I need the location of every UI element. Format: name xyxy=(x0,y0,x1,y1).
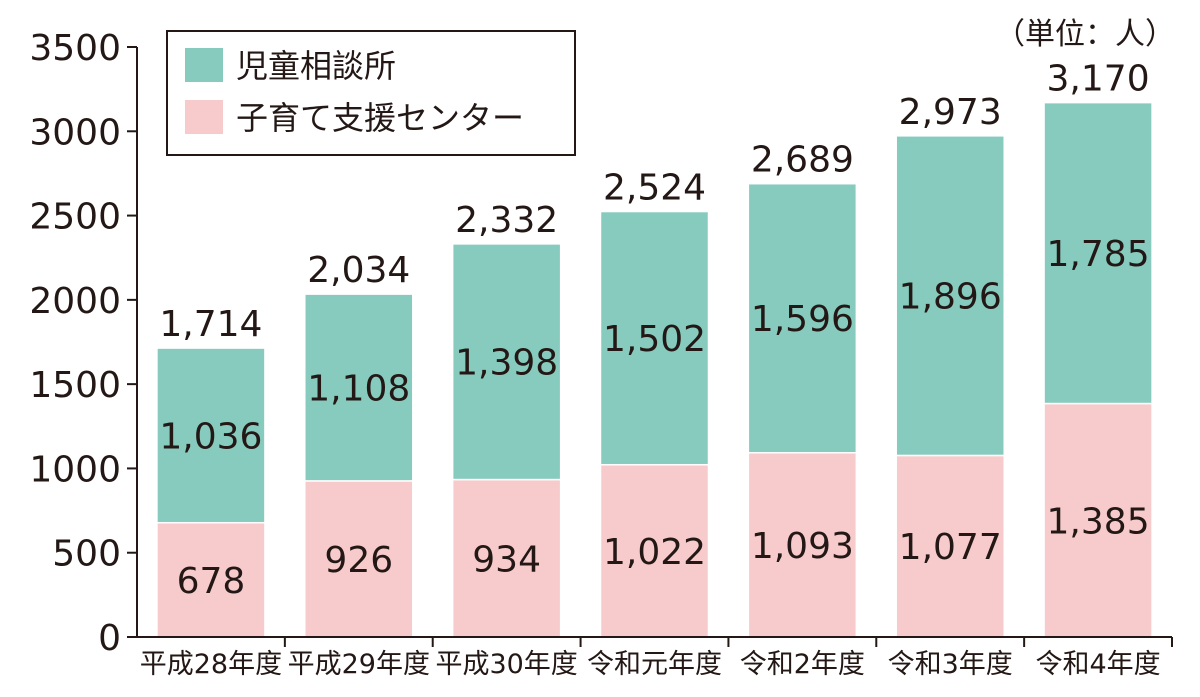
bar-segment xyxy=(451,478,562,638)
total-label: 2,332 xyxy=(455,200,558,241)
y-tick-label: 1500 xyxy=(29,365,121,406)
x-tick-label: 平成29年度 xyxy=(288,649,430,680)
bar-segment xyxy=(451,243,562,481)
x-tick-label: 令和2年度 xyxy=(740,649,865,680)
total-label: 1,714 xyxy=(159,304,262,345)
y-tick-label: 2500 xyxy=(29,197,121,238)
y-tick-label: 500 xyxy=(52,534,121,575)
legend-label: 児童相談所 xyxy=(236,47,396,85)
total-label: 2,524 xyxy=(603,168,706,209)
total-label: 3,170 xyxy=(1047,59,1150,100)
x-tick-label: 平成30年度 xyxy=(435,649,577,680)
y-tick-label: 1000 xyxy=(29,449,121,490)
x-tick-label: 令和4年度 xyxy=(1035,649,1160,680)
data-label: 1,093 xyxy=(751,526,854,567)
data-label: 1,596 xyxy=(751,299,854,340)
legend-label: 子育て支援センター xyxy=(236,99,524,137)
data-label: 1,022 xyxy=(603,532,706,573)
bar-segment xyxy=(1043,101,1153,405)
total-label: 2,034 xyxy=(307,250,410,291)
bar-segment xyxy=(156,347,266,524)
data-label: 926 xyxy=(324,540,393,581)
x-tick-label: 令和3年度 xyxy=(888,649,1013,680)
data-label: 1,502 xyxy=(603,319,706,360)
x-tick-label: 令和元年度 xyxy=(587,649,722,680)
bar-segment xyxy=(156,521,266,638)
data-label: 1,785 xyxy=(1047,234,1150,275)
y-tick-label: 3500 xyxy=(29,28,121,69)
y-tick-label: 2000 xyxy=(29,281,121,322)
data-label: 934 xyxy=(472,539,541,580)
data-label: 1,896 xyxy=(899,277,1002,318)
bar-segment xyxy=(747,182,858,454)
bar-segment xyxy=(895,135,1005,457)
legend-box xyxy=(166,30,576,156)
data-label: 1,398 xyxy=(455,343,558,384)
legend-swatch xyxy=(185,100,223,134)
bar-segment xyxy=(304,293,414,482)
legend-swatch xyxy=(185,48,223,82)
y-tick-label: 0 xyxy=(98,618,121,659)
y-tick-label: 3000 xyxy=(29,112,121,153)
data-label: 678 xyxy=(177,561,246,602)
data-label: 1,036 xyxy=(159,416,262,457)
x-tick-label: 平成28年度 xyxy=(140,649,282,680)
data-label: 1,385 xyxy=(1047,501,1150,542)
bar-segment xyxy=(599,210,710,466)
data-label: 1,108 xyxy=(307,369,410,410)
total-label: 2,689 xyxy=(751,140,854,181)
unit-note: （単位：人） xyxy=(995,17,1175,52)
bar-segment xyxy=(1043,402,1153,638)
bar-segment xyxy=(895,454,1005,638)
data-label: 1,077 xyxy=(899,527,1002,568)
total-label: 2,973 xyxy=(899,92,1002,133)
